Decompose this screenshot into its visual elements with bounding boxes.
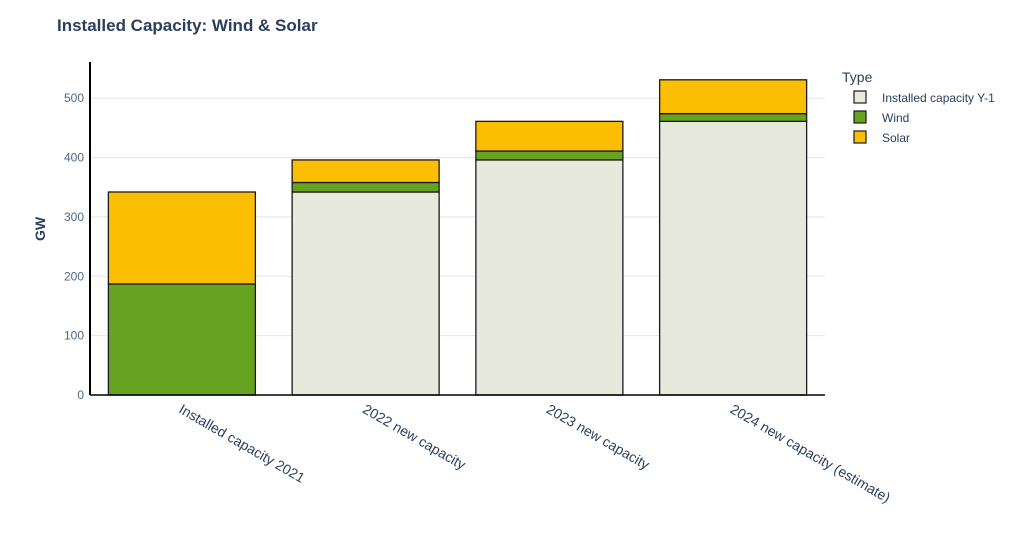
legend-swatch: [853, 110, 867, 124]
bar-wind-3[interactable]: [658, 112, 808, 123]
bars: [107, 79, 808, 396]
legend-item[interactable]: Wind: [853, 110, 909, 125]
legend-title: Type: [842, 69, 873, 85]
y-tick-label: 100: [64, 329, 84, 343]
legend[interactable]: Type Installed capacity Y-1 Wind Solar: [842, 69, 995, 145]
legend-label: Solar: [882, 131, 910, 145]
bar-installed-capacity-y-1-2[interactable]: [475, 159, 624, 396]
y-tick-label: 0: [77, 388, 84, 402]
bar-wind-0[interactable]: [107, 283, 257, 396]
bar-solar-1[interactable]: [291, 159, 440, 184]
y-axis-label: GW: [32, 216, 48, 241]
bar-wind-2[interactable]: [475, 150, 624, 161]
legend-swatch: [853, 90, 867, 104]
bar-solar-2[interactable]: [475, 120, 624, 152]
chart-title: Installed Capacity: Wind & Solar: [57, 16, 318, 35]
legend-label: Wind: [882, 111, 909, 125]
x-tick-label: 2023 new capacity: [544, 401, 652, 473]
bar-solar-3[interactable]: [658, 79, 808, 115]
legend-item[interactable]: Solar: [853, 130, 910, 145]
x-tick-label: 2022 new capacity: [360, 401, 468, 473]
bar-installed-capacity-y-1-1[interactable]: [291, 191, 440, 396]
bar-solar-0[interactable]: [107, 191, 257, 285]
x-tick-label: 2024 new capacity (estimate): [728, 401, 894, 506]
y-tick-label: 200: [64, 269, 84, 283]
legend-swatch: [853, 130, 867, 144]
y-tick-label: 400: [64, 151, 84, 165]
legend-item[interactable]: Installed capacity Y-1: [853, 90, 995, 105]
y-tick-label: 300: [64, 210, 84, 224]
legend-label: Installed capacity Y-1: [882, 91, 995, 105]
x-tick-label: Installed capacity 2021: [176, 401, 308, 486]
bar-wind-1[interactable]: [291, 181, 440, 193]
y-tick-label: 500: [64, 91, 84, 105]
bar-installed-capacity-y-1-3[interactable]: [658, 120, 808, 396]
